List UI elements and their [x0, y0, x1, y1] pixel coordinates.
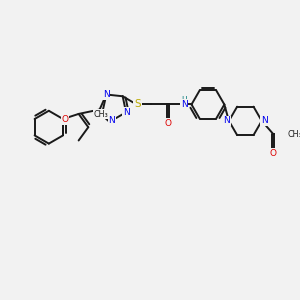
Text: CH₃: CH₃: [288, 130, 300, 139]
Text: N: N: [223, 116, 230, 125]
Text: H: H: [181, 96, 187, 105]
Text: O: O: [164, 119, 171, 128]
Text: O: O: [270, 149, 277, 158]
Text: N: N: [123, 108, 129, 117]
Text: N: N: [103, 90, 110, 99]
Text: N: N: [108, 116, 115, 125]
Text: N: N: [261, 116, 267, 125]
Text: O: O: [61, 116, 68, 124]
Text: S: S: [134, 100, 141, 110]
Text: CH₃: CH₃: [94, 110, 108, 118]
Text: N: N: [181, 100, 188, 109]
